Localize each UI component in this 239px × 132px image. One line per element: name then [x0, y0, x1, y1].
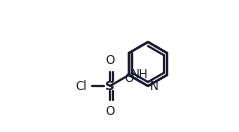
Text: Cl: Cl: [75, 79, 87, 93]
Text: O: O: [124, 72, 134, 85]
Text: O: O: [105, 54, 114, 67]
Text: S: S: [105, 79, 115, 93]
Text: NH: NH: [131, 69, 148, 81]
Text: O: O: [105, 105, 114, 118]
Text: N: N: [150, 79, 159, 93]
